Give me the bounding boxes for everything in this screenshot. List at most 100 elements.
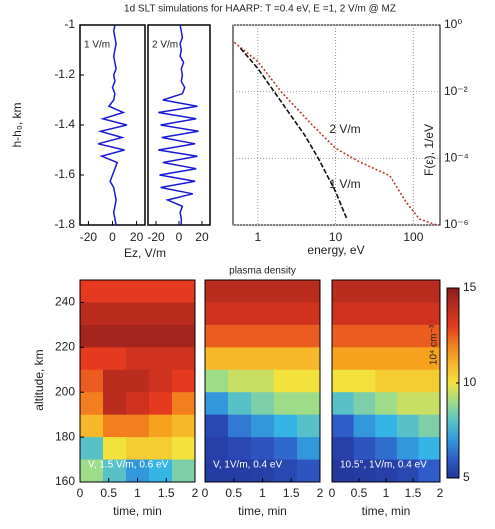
heatmap-cell [251,437,275,461]
heatmap-cell [251,392,275,416]
heatmap-cell [353,280,376,303]
x-tick-label: 1.5 [283,486,300,500]
heatmap-cell [375,347,398,371]
heatmap-cell [103,280,127,303]
y-tick-label: -1.4 [54,117,75,131]
y-tick-label: 10⁻⁶ [444,217,469,231]
heatmap-cell [332,459,355,483]
y-tick-label: 10⁻⁴ [444,151,469,165]
heatmap-cell [353,369,376,393]
heatmap-cell [297,437,321,461]
heatmap-cell [297,280,321,303]
heatmap-cell [332,369,355,393]
heatmap-cell [274,302,298,326]
x-axis-label: Ez, V/m [124,246,166,260]
heatmap-cell [80,437,104,461]
heatmap-cell [205,324,229,348]
colorbar-tick-label: 10 [463,375,477,389]
x-tick-label: 0 [109,230,116,244]
heatmap-cell [332,280,355,303]
heatmap-cell [228,324,252,348]
x-axis-label: energy, eV [307,243,364,257]
heatmap-cell [103,324,127,348]
x-tick-label: 2 [317,486,324,500]
y-tick-label: 10⁻² [444,84,468,98]
heatmap-cell [375,324,398,348]
heatmap-cell [418,369,441,393]
heatmap-cell [375,392,398,416]
x-axis-label: time, min [113,504,162,518]
heatmap-cell [251,347,275,371]
x-tick-label: 1.5 [158,486,175,500]
heatmap-cell [228,280,252,303]
heatmap-cell [228,437,252,461]
y-tick-label: -1 [64,17,75,31]
heatmap-cell [205,437,229,461]
heatmap-cell [418,414,441,438]
heatmap-cell [205,347,229,371]
heatmap-cell [172,459,196,483]
heatmap-cell [172,302,196,326]
figure-title: 1d SLT simulations for HAARP: T =0.4 eV,… [124,4,396,15]
heatmap-cell [274,347,298,371]
y-axis-label: h-h₀, km [10,103,24,148]
heatmap-cell [80,392,104,416]
heatmap-cell [418,302,441,326]
heatmap-cell [274,414,298,438]
heatmap-cell [205,459,229,483]
heatmap-cell [126,347,150,371]
heatmap-cell [396,369,419,393]
x-tick-label: 0 [202,486,209,500]
x-tick-label: -20 [147,230,165,244]
heatmap-cell [126,392,150,416]
heatmap-cell [332,392,355,416]
heatmap-cell [251,459,275,483]
heatmap-cell [228,302,252,326]
heatmap-cell [375,459,398,483]
heatmap-cell [228,392,252,416]
panel-frame [147,24,211,226]
panel-label: 2 V/m [152,40,178,51]
heatmap-cell [375,302,398,326]
ez-profile [97,24,128,226]
heatmap-cell [297,392,321,416]
heatmap-cell [149,280,173,303]
heatmap-cell [396,437,419,461]
heatmap-cell [103,392,127,416]
heatmap-cell [251,280,275,303]
x-tick-label: 0.5 [351,486,368,500]
heatmap-cell [149,347,173,371]
y-tick-label: 240 [55,295,75,309]
heatmap-cell [103,437,127,461]
heatmap-cell [172,347,196,371]
y-axis-label: altitude, km [32,349,46,410]
heatmap-cell [274,437,298,461]
heatmap-cell [205,369,229,393]
heatmap-cell [205,392,229,416]
heatmap-cell [205,414,229,438]
x-tick-label: 2 [437,486,444,500]
heatmap-cell [418,459,441,483]
heatmap-cell [205,280,229,303]
heatmap-cell [274,324,298,348]
heatmap-cell [103,369,127,393]
heatmap-cell [353,437,376,461]
x-axis-label: time, min [238,504,287,518]
plot-frame [232,24,441,226]
heatmap-cell [80,459,104,483]
heatmap-cell [80,347,104,371]
y-axis-label: F(ε), 1/eV [422,124,436,176]
heatmap-cell [396,280,419,303]
heatmap-cell [126,437,150,461]
heatmap-cell [375,369,398,393]
heatmap-cell [228,414,252,438]
heatmap-cell [149,324,173,348]
colorbar-label: 10⁴ cm⁻³ [429,324,440,365]
heatmap-cell [149,437,173,461]
heatmap-cell [228,347,252,371]
heatmap-cell [297,324,321,348]
heatmap-cell [80,302,104,326]
heatmap-cell [332,414,355,438]
colorbar-tick-label: 5 [463,470,470,484]
